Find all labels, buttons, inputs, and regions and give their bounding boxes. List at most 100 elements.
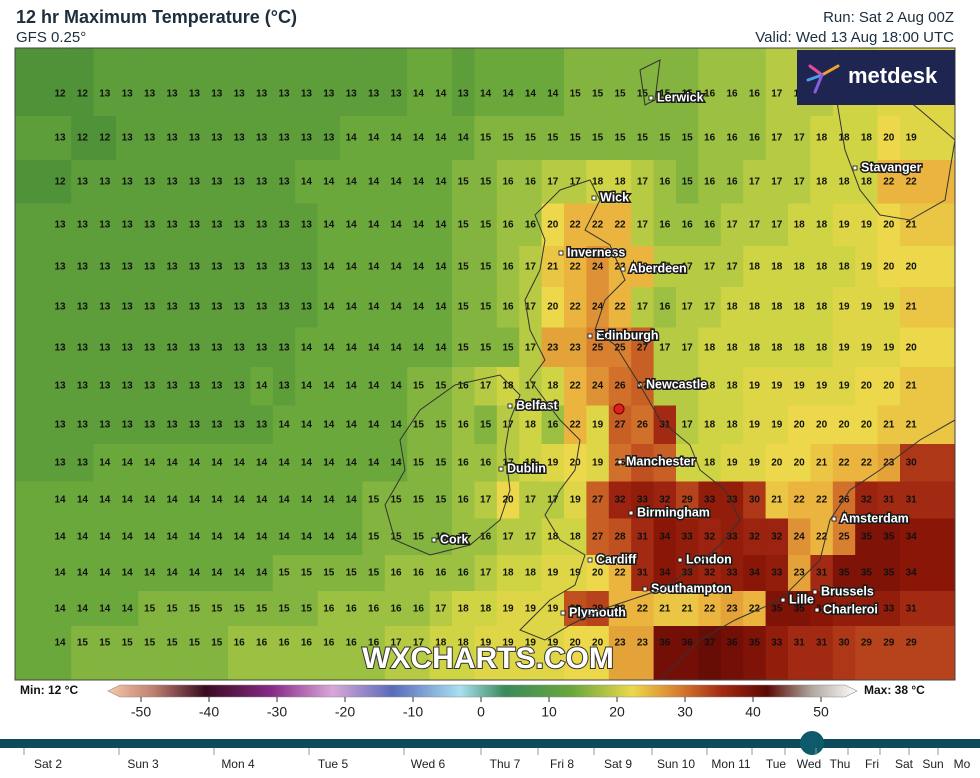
temperature-value: 15 xyxy=(144,604,156,615)
temperature-value: 22 xyxy=(614,302,626,313)
temperature-cell xyxy=(205,626,229,680)
temperature-cell xyxy=(855,591,879,627)
temperature-value: 14 xyxy=(211,568,223,579)
temperature-value: 17 xyxy=(525,302,537,313)
temperature-value: 16 xyxy=(458,458,470,469)
temperature-cell xyxy=(810,116,834,161)
temperature-value: 22 xyxy=(614,568,626,579)
temperature-value: 15 xyxy=(480,420,492,431)
temperature-cell xyxy=(474,203,498,247)
timeline-day[interactable]: Fri 8 xyxy=(550,757,574,771)
temperature-value: 14 xyxy=(301,343,313,354)
temperature-cell xyxy=(564,626,587,680)
temperature-value: 14 xyxy=(502,89,514,100)
timeline-day[interactable]: Sun 10 xyxy=(657,757,695,771)
temperature-cell xyxy=(228,626,251,680)
temperature-value: 13 xyxy=(323,133,335,144)
temperature-cell xyxy=(720,518,744,556)
legend-min: Min: 12 °C xyxy=(20,683,78,697)
timeline-day[interactable]: Mon 4 xyxy=(221,757,255,771)
temperature-cell xyxy=(138,48,162,117)
temperature-value: 18 xyxy=(749,343,761,354)
timeline-day[interactable]: Tue xyxy=(766,757,787,771)
temperature-cell xyxy=(407,203,431,247)
temperature-value: 16 xyxy=(390,604,402,615)
temperature-cell xyxy=(631,555,655,592)
temperature-value: 14 xyxy=(346,262,358,273)
temperature-value: 37 xyxy=(704,638,716,649)
timeline-day[interactable]: Mo xyxy=(954,757,971,771)
temperature-cell xyxy=(631,203,655,247)
timeline-day[interactable]: Sat 2 xyxy=(34,757,62,771)
temperature-value: 25 xyxy=(592,343,604,354)
temperature-cell xyxy=(676,405,699,445)
temperature-value: 14 xyxy=(144,495,156,506)
temperature-value: 14 xyxy=(346,532,358,543)
city-label: Belfast xyxy=(516,398,559,412)
temperature-cell xyxy=(183,405,207,445)
temperature-value: 17 xyxy=(637,220,649,231)
temperature-cell xyxy=(474,327,498,368)
temperature-cell xyxy=(877,518,901,556)
temperature-value: 14 xyxy=(458,133,470,144)
temperature-value: 17 xyxy=(771,89,783,100)
city-marker xyxy=(591,195,597,201)
temperature-value: 19 xyxy=(749,458,761,469)
temperature-cell xyxy=(541,626,565,680)
timeline-day[interactable]: Sat xyxy=(895,757,914,771)
temperature-cell xyxy=(407,626,431,680)
temperature-cell xyxy=(93,555,117,592)
timeline-day[interactable]: Sat 9 xyxy=(604,757,632,771)
temperature-cell xyxy=(250,591,274,627)
temperature-cell xyxy=(407,518,431,556)
temperature-value: 17 xyxy=(525,381,537,392)
temperature-value: 15 xyxy=(413,420,425,431)
timeline-day[interactable]: Thu xyxy=(830,757,851,771)
temperature-cell xyxy=(698,405,722,445)
temperature-cell xyxy=(586,555,610,592)
temperature-cell xyxy=(116,518,139,556)
temperature-value: 19 xyxy=(861,220,873,231)
temperature-value: 14 xyxy=(54,495,66,506)
temperature-cell xyxy=(474,555,498,592)
timeline-day[interactable]: Wed 6 xyxy=(411,757,446,771)
temperature-value: 17 xyxy=(480,568,492,579)
temperature-cell xyxy=(116,367,139,406)
temperature-value: 19 xyxy=(502,638,514,649)
temperature-cell xyxy=(474,444,498,482)
temperature-value: 14 xyxy=(77,568,89,579)
temperature-value: 17 xyxy=(390,638,402,649)
city-label: Lerwick xyxy=(657,90,704,104)
temperature-value: 15 xyxy=(502,343,514,354)
temperature-cell xyxy=(631,48,655,117)
temperature-value: 22 xyxy=(614,262,626,273)
temperature-cell xyxy=(564,287,587,328)
timeline-day[interactable]: Thu 7 xyxy=(490,757,521,771)
temperature-cell xyxy=(653,405,677,445)
temperature-value: 13 xyxy=(122,420,134,431)
temperature-cell xyxy=(653,481,677,519)
temperature-cell xyxy=(608,327,632,368)
temperature-cell xyxy=(295,246,319,288)
temperature-cell xyxy=(788,444,811,482)
temperature-value: 15 xyxy=(480,220,492,231)
timeline-day[interactable]: Sun xyxy=(922,757,943,771)
timeline-day[interactable]: Fri xyxy=(865,757,879,771)
timeline-knob[interactable] xyxy=(800,731,824,755)
temperature-value: 15 xyxy=(659,89,671,100)
temperature-value: 14 xyxy=(99,604,111,615)
timeline-day[interactable]: Tue 5 xyxy=(318,757,349,771)
temperature-cell xyxy=(631,481,655,519)
timeline-day[interactable]: Mon 11 xyxy=(711,757,750,771)
temperature-cell xyxy=(295,481,319,519)
temperature-value: 14 xyxy=(189,532,201,543)
temperature-value: 15 xyxy=(166,638,178,649)
temperature-cell xyxy=(698,327,722,368)
timeline-day[interactable]: Wed xyxy=(797,757,821,771)
temperature-cell xyxy=(631,116,655,161)
temperature-cell xyxy=(183,367,207,406)
temperature-cell xyxy=(765,116,789,161)
temperature-value: 13 xyxy=(166,262,178,273)
timeline-day[interactable]: Sun 3 xyxy=(127,757,159,771)
temperature-value: 28 xyxy=(614,532,626,543)
